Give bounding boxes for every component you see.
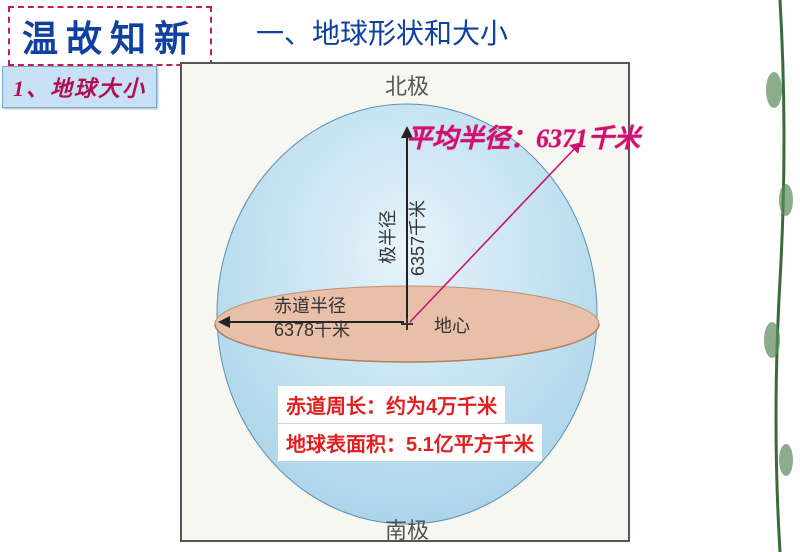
review-title: 温故知新 (22, 18, 198, 59)
center-label: 地心 (434, 316, 470, 336)
avg-radius-callout: 平均半径：6371千米 (406, 118, 640, 155)
decorative-band (760, 0, 800, 552)
polar-radius-name: 极半径 (378, 210, 398, 264)
equator-radius-value: 6378千米 (274, 320, 350, 340)
review-title-box: 温故知新 (8, 6, 212, 66)
subsection-label: 1、地球大小 (13, 76, 146, 101)
subsection-box: 1、地球大小 (2, 66, 157, 108)
section-title: 一、地球形状和大小 (256, 12, 508, 52)
north-pole-label: 北极 (385, 74, 429, 99)
avg-radius-text: 平均半径：6371千米 (406, 124, 640, 153)
equator-radius-name: 赤道半径 (274, 296, 346, 316)
south-pole-label: 南极 (385, 518, 429, 543)
surface-area-callout: 地球表面积：5.1亿平方千米 (278, 424, 542, 461)
circumference-text: 赤道周长：约为4万千米 (286, 396, 497, 418)
polar-radius-value: 6357千米 (408, 200, 428, 276)
circumference-callout: 赤道周长：约为4万千米 (278, 386, 505, 423)
surface-area-text: 地球表面积：5.1亿平方千米 (286, 434, 534, 456)
